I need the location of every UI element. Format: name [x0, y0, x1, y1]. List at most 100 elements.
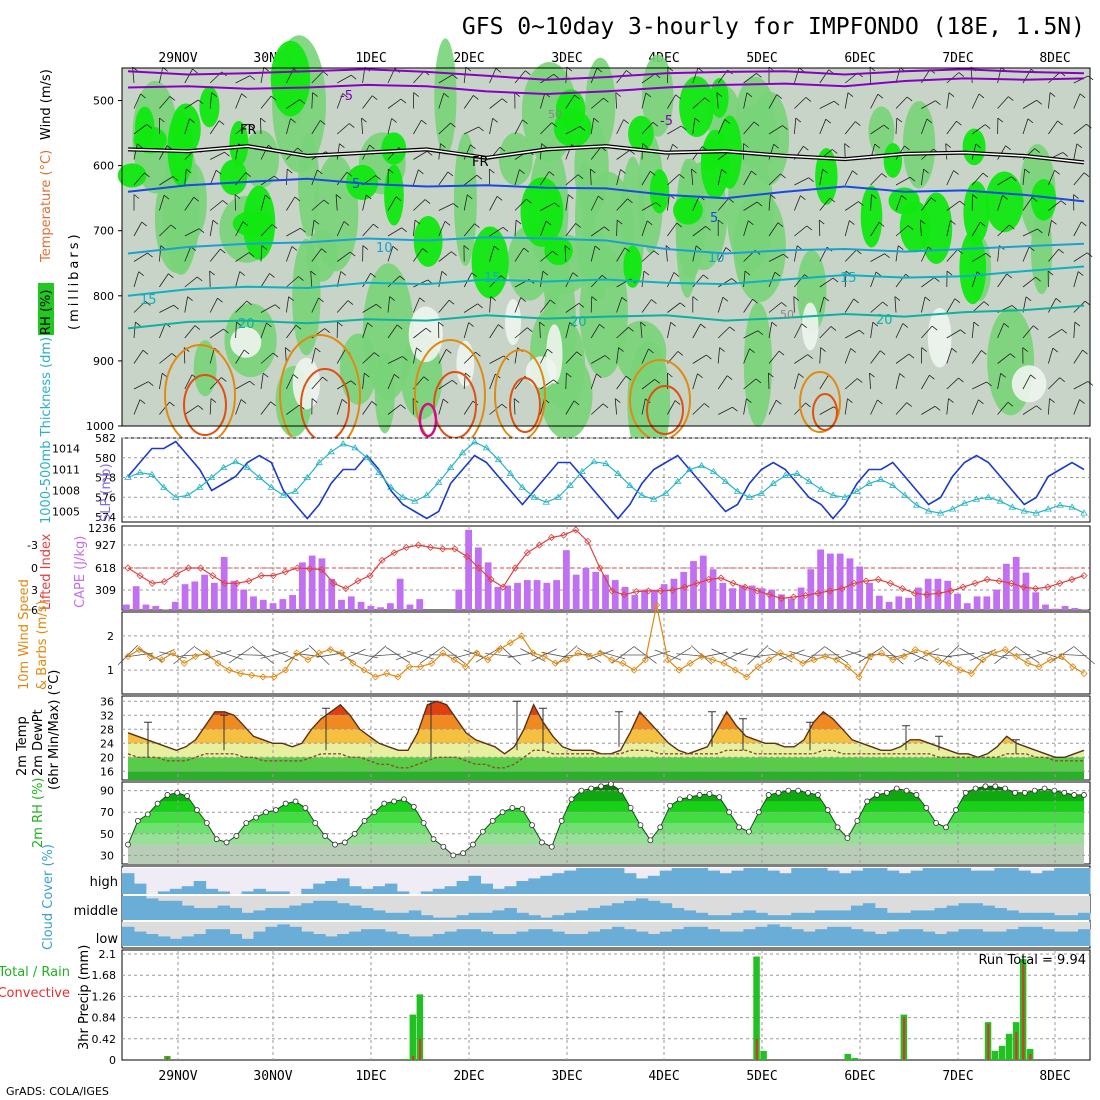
- thickness-point: [638, 491, 646, 498]
- upper-wind-barb-flag: [921, 347, 927, 352]
- wind-speed-point: [394, 673, 402, 681]
- upper-wind-barb-flag: [522, 119, 528, 125]
- cloud-low-bar: [767, 924, 780, 946]
- upper-wind-barb: [641, 73, 656, 84]
- upper-wind-barb-flag: [526, 198, 532, 204]
- upper-wind-barb-flag: [882, 301, 888, 307]
- upper-wind-barb-flag: [1058, 248, 1064, 254]
- upper-wind-barb-flag: [823, 296, 830, 302]
- cloud-high-bar: [874, 868, 888, 894]
- wind-speed-point: [832, 656, 841, 664]
- precip-convective-bar: [903, 1017, 906, 1060]
- upper-wind-barb-flag: [726, 375, 733, 381]
- contour-label-10-1: 10: [376, 241, 393, 256]
- upper-wind-barb: [717, 247, 727, 262]
- upper-wind-barb: [184, 68, 193, 84]
- upper-wind-barb-flag: [679, 173, 685, 179]
- upper-wind-barb-flag: [625, 375, 632, 381]
- upper-wind-barb: [743, 330, 759, 339]
- rh-bright-patch-22: [710, 77, 729, 118]
- upper-wind-barb: [260, 322, 267, 339]
- cloud-low-bar: [611, 926, 625, 946]
- cloud-middle-bar: [301, 903, 314, 920]
- cape-bar: [963, 603, 971, 610]
- rh-bright-patch-9: [1030, 179, 1057, 221]
- upper-wind-barb: [616, 149, 630, 160]
- rh-point: [864, 798, 871, 805]
- cape-bar: [1022, 572, 1030, 610]
- upper-wind-barb: [641, 271, 645, 288]
- upper-wind-barb: [159, 353, 173, 364]
- upper-wind-barb-flag: [474, 223, 480, 229]
- upper-wind-barb-flag: [697, 373, 703, 379]
- cloud-high-bar: [456, 881, 470, 894]
- cloud-high-bar: [839, 873, 852, 894]
- upper-wind-barb: [565, 223, 576, 237]
- upper-wind-barb: [614, 398, 617, 415]
- upper-wind-barb-flag: [212, 219, 219, 225]
- upper-wind-barb: [844, 249, 857, 262]
- upper-wind-barb-flag: [519, 169, 525, 174]
- cloud-low-bar: [671, 929, 685, 946]
- wind-speed-point: [203, 649, 211, 657]
- upper-wind-barb: [540, 299, 551, 313]
- upper-wind-barb-flag: [627, 198, 633, 204]
- upper-wind-barb-flag: [643, 270, 650, 276]
- upper-wind-barb: [540, 73, 555, 84]
- rh-point: [824, 807, 831, 813]
- upper-wind-barb: [819, 69, 830, 84]
- upper-wind-barb-flag: [808, 177, 814, 183]
- upper-wind-barb: [311, 248, 322, 262]
- rh-band-1: [128, 833, 1084, 845]
- cloud-low-bar: [719, 931, 732, 946]
- rh-point: [272, 807, 279, 813]
- upper-wind-barb: [1022, 405, 1037, 415]
- cape-bar: [817, 549, 824, 610]
- cloud-middle-bar: [528, 915, 541, 920]
- lifted-index-point: [535, 541, 544, 549]
- precip-convective-bar: [166, 1056, 169, 1060]
- rh-bright-patch-21: [117, 163, 147, 188]
- rh-tick-0: 30: [100, 849, 114, 862]
- upper-wind-barb-flag: [315, 347, 321, 353]
- precip-frame: [121, 949, 1091, 1061]
- cape-bar: [582, 567, 590, 610]
- lifted-index-point: [765, 591, 773, 599]
- rh-mid-patch-37: [193, 340, 217, 397]
- contour-label-20-2: 20: [570, 315, 587, 330]
- thickness-point: [494, 455, 503, 463]
- upper-wind-barb-flag: [871, 194, 877, 199]
- upper-wind-barb: [413, 248, 423, 262]
- upper-wind-barb: [1048, 120, 1058, 135]
- cloud-middle-bar: [253, 910, 266, 920]
- upper-wind-barb: [235, 300, 248, 313]
- cloud-low-bar: [456, 929, 470, 946]
- upper-wind-barb-flag: [324, 328, 330, 333]
- upper-wind-barb-flag: [343, 221, 350, 226]
- rh-point: [134, 817, 141, 824]
- surface-wind-barb: [284, 647, 310, 663]
- upper-wind-barb: [997, 145, 1006, 160]
- upper-wind-barb-flag: [825, 118, 832, 124]
- upper-wind-barb-flag: [753, 121, 760, 127]
- upper-wind-barb: [260, 95, 272, 109]
- upper-wind-barb: [387, 118, 392, 135]
- upper-wind-barb-flag: [697, 67, 704, 73]
- upper-wind-barb-flag: [706, 354, 712, 360]
- wind-speed-point: [338, 649, 346, 657]
- upper-wind-barb: [286, 196, 296, 211]
- surface-wind-barb: [173, 645, 196, 665]
- rh-point: [371, 809, 378, 816]
- upper-wind-barb: [844, 348, 852, 364]
- upper-wind-barb: [565, 400, 575, 415]
- upper-wind-barb: [565, 126, 581, 135]
- chart-title: GFS 0~10day 3-hourly for IMPFONDO (18E, …: [462, 14, 1085, 40]
- cloud-high-bar: [731, 870, 744, 894]
- rh-band-3: [128, 812, 1084, 823]
- cape-bar: [1003, 563, 1010, 610]
- cloud-middle-bar: [145, 898, 159, 920]
- upper-wind-barb-flag: [471, 272, 477, 278]
- upper-wind-barb-flag: [748, 220, 754, 226]
- upper-wind-barb-flag: [640, 321, 646, 327]
- upper-wind-barb-flag: [1002, 194, 1008, 200]
